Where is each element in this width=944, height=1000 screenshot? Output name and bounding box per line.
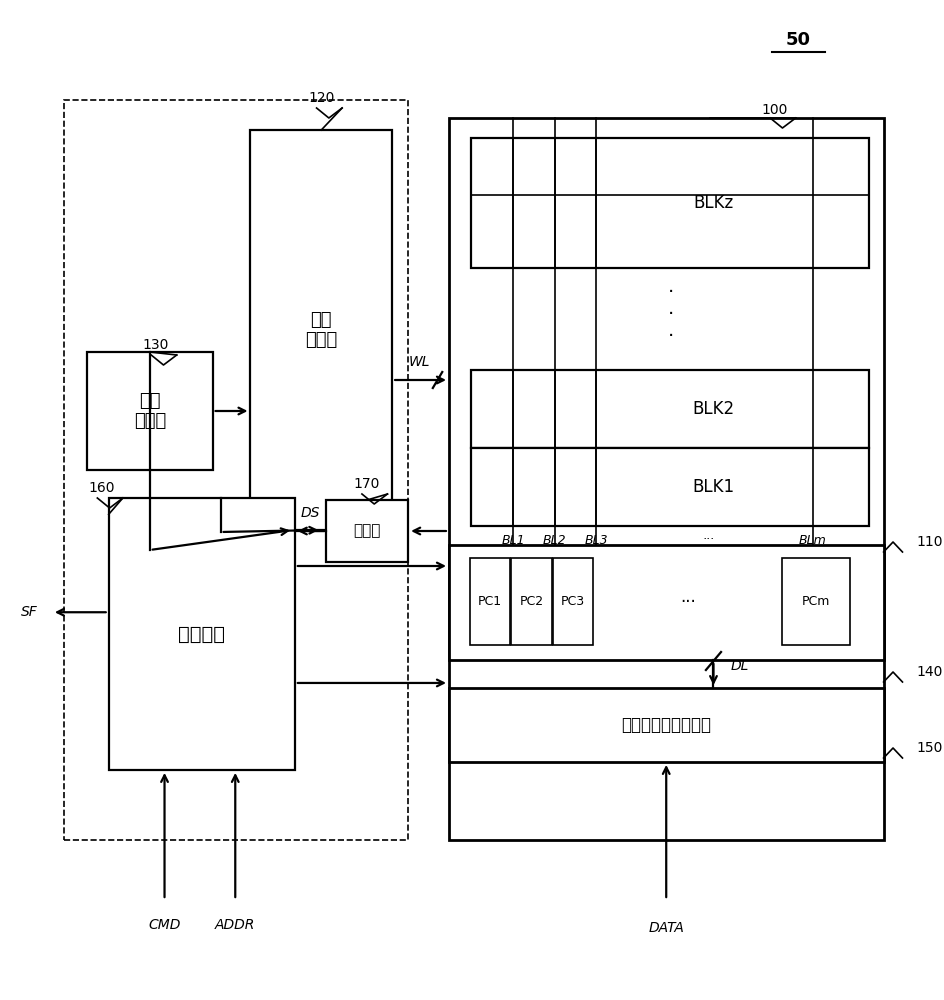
Bar bbox=[448, 545, 883, 660]
Text: 170: 170 bbox=[353, 477, 379, 491]
Text: BL2: BL2 bbox=[542, 534, 565, 546]
Bar bbox=[87, 352, 212, 470]
Text: BL1: BL1 bbox=[500, 534, 525, 546]
Text: 100: 100 bbox=[761, 103, 787, 117]
Bar bbox=[326, 500, 408, 562]
Bar bbox=[109, 498, 295, 770]
Bar bbox=[781, 558, 850, 645]
Text: 150: 150 bbox=[916, 741, 942, 755]
Bar bbox=[250, 130, 392, 530]
Text: BL3: BL3 bbox=[583, 534, 608, 546]
Text: 检测器: 检测器 bbox=[353, 524, 380, 538]
Bar bbox=[469, 558, 510, 645]
Text: PC3: PC3 bbox=[561, 595, 584, 608]
Text: 数据输入／输出电路: 数据输入／输出电路 bbox=[620, 716, 711, 734]
Text: BLK1: BLK1 bbox=[692, 478, 733, 496]
Text: DL: DL bbox=[730, 659, 748, 673]
Text: 电压
发生器: 电压 发生器 bbox=[133, 392, 166, 430]
Text: CMD: CMD bbox=[148, 918, 180, 932]
Text: BLKz: BLKz bbox=[693, 194, 733, 212]
Text: WL: WL bbox=[408, 355, 430, 369]
Text: SF: SF bbox=[21, 605, 38, 619]
Bar bbox=[448, 688, 883, 762]
Bar bbox=[470, 138, 868, 268]
Bar bbox=[511, 558, 551, 645]
Bar bbox=[64, 100, 408, 840]
Text: ADDR: ADDR bbox=[215, 918, 255, 932]
Text: ·
·
·: · · · bbox=[667, 284, 673, 347]
Text: PC1: PC1 bbox=[478, 595, 501, 608]
Bar bbox=[470, 448, 868, 526]
Text: 地址
解码器: 地址 解码器 bbox=[305, 311, 337, 349]
Text: PC2: PC2 bbox=[519, 595, 543, 608]
Text: BLm: BLm bbox=[798, 534, 826, 546]
Text: ···: ··· bbox=[680, 594, 695, 612]
Text: 110: 110 bbox=[916, 535, 942, 549]
Text: 控制逻辑: 控制逻辑 bbox=[178, 624, 225, 644]
Bar bbox=[448, 118, 883, 840]
Text: ···: ··· bbox=[702, 534, 714, 546]
Text: 130: 130 bbox=[143, 338, 169, 352]
Text: 160: 160 bbox=[89, 481, 115, 495]
Bar bbox=[552, 558, 593, 645]
Text: BLK2: BLK2 bbox=[692, 400, 733, 418]
Text: PCm: PCm bbox=[801, 595, 830, 608]
Text: 120: 120 bbox=[308, 91, 334, 105]
Text: 50: 50 bbox=[785, 31, 810, 49]
Text: DS: DS bbox=[300, 506, 320, 520]
Text: DATA: DATA bbox=[648, 921, 683, 935]
Text: 140: 140 bbox=[916, 665, 942, 679]
Bar bbox=[470, 370, 868, 448]
